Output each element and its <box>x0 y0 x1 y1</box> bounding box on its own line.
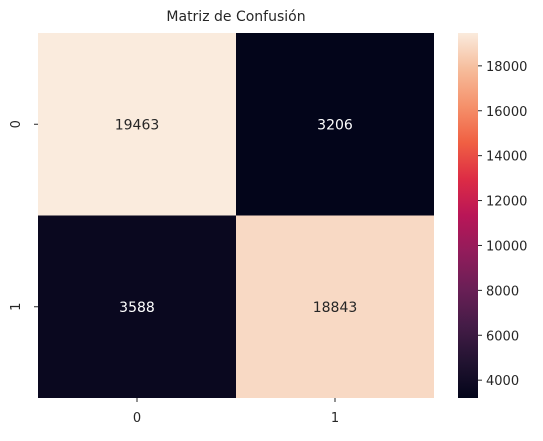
colorbar-gradient <box>458 33 478 398</box>
y-tick-label: 0 <box>9 120 24 128</box>
colorbar: 4000 6000 8000 10000 12000 14000 16000 18000 <box>458 33 527 398</box>
colorbar-tick-label: 10000 <box>486 239 527 254</box>
cell-value-label: 3588 <box>119 300 155 316</box>
heatmap-cell <box>38 215 236 398</box>
cell-value-label: 19463 <box>115 117 160 133</box>
y-tick-label: 1 <box>9 303 24 311</box>
heatmap-cell <box>38 33 236 216</box>
cell-value-label: 18843 <box>313 300 358 316</box>
colorbar-tick-label: 8000 <box>486 284 519 299</box>
colorbar-tick-label: 14000 <box>486 150 527 165</box>
colorbar-tick-label: 18000 <box>486 60 527 75</box>
chart-title: Matriz de Confusión <box>166 9 305 25</box>
cell-value-label: 3206 <box>317 117 353 133</box>
heatmap-cells: 19463 3206 3588 18843 <box>38 33 434 398</box>
y-axis: 01 <box>9 120 38 311</box>
x-tick-label: 0 <box>133 411 141 426</box>
colorbar-tick-label: 16000 <box>486 105 527 120</box>
heatmap-cell <box>236 215 434 398</box>
colorbar-tick-label: 6000 <box>486 329 519 344</box>
colorbar-tick-label: 4000 <box>486 374 519 389</box>
heatmap-cell <box>236 33 434 216</box>
colorbar-tick-label: 12000 <box>486 195 527 210</box>
x-tick-label: 1 <box>331 411 339 426</box>
